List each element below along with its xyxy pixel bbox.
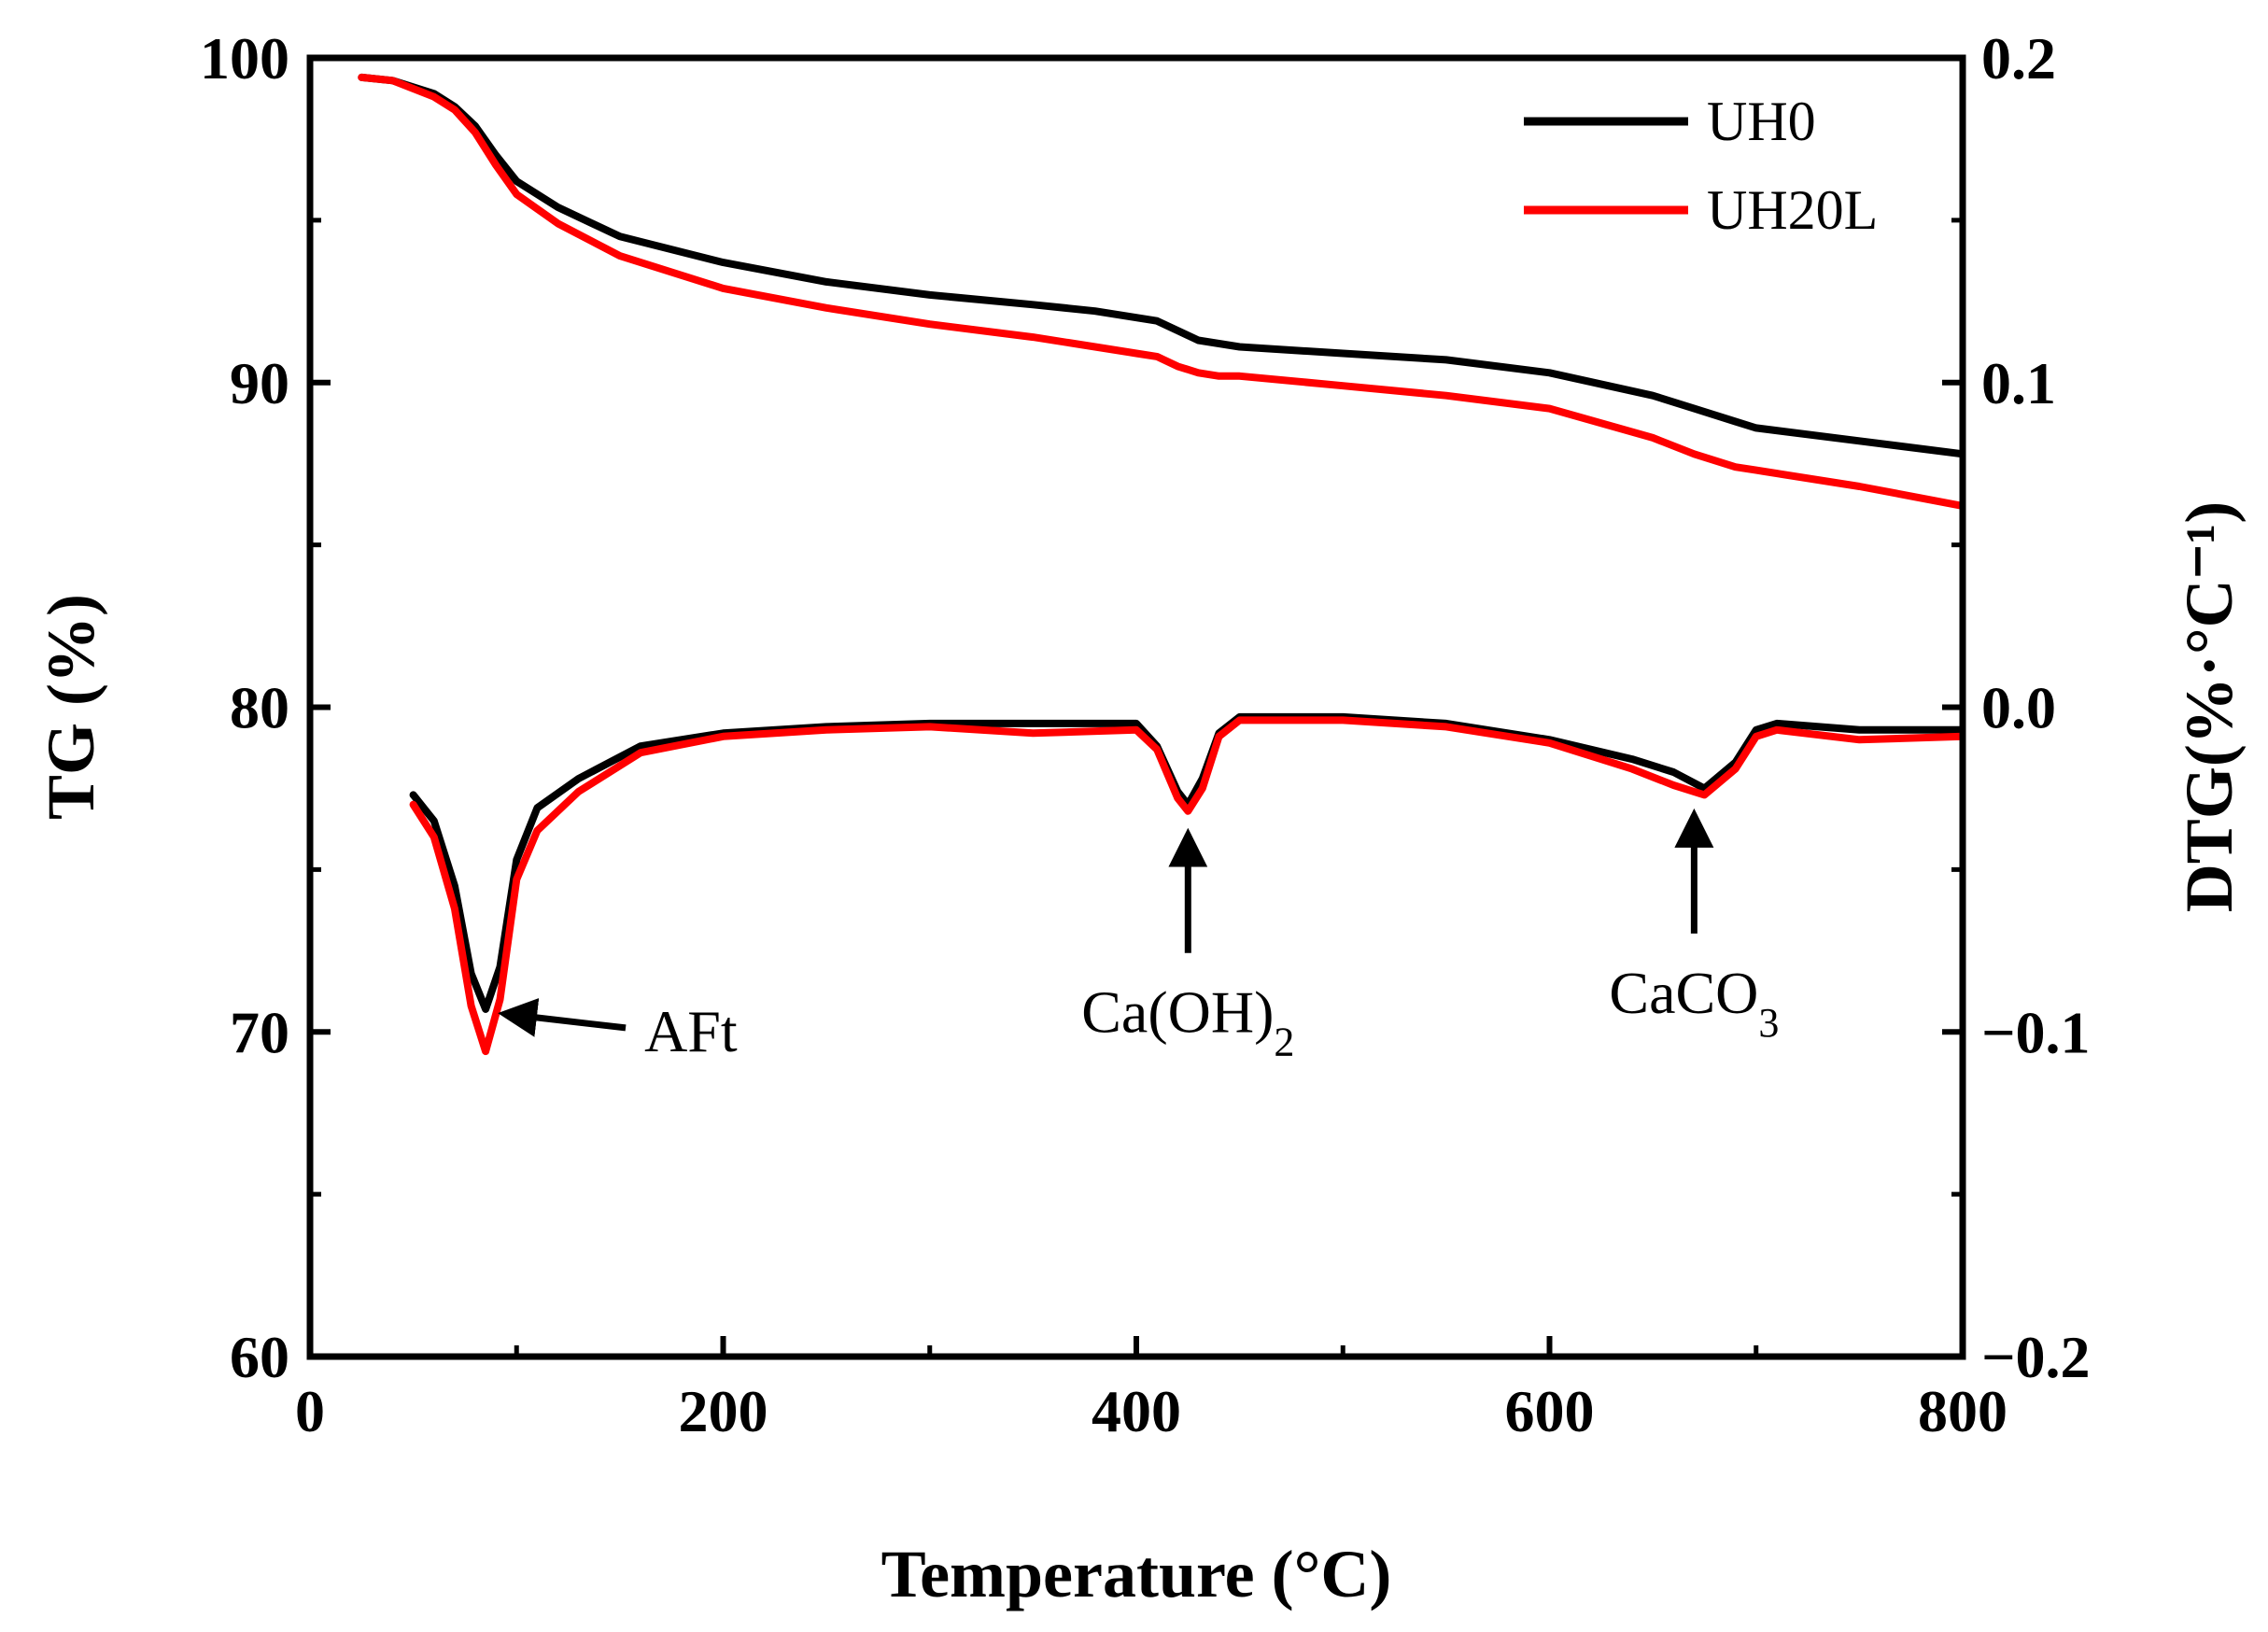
y-right-tick-label: −0.1 bbox=[1981, 999, 2090, 1065]
y-axis-left-title: TG (%) bbox=[34, 594, 108, 820]
y-right-tick-label: 0.1 bbox=[1981, 350, 2056, 416]
series-uh20l-dtg-line bbox=[409, 716, 1963, 1056]
y-right-tick-label: 0.0 bbox=[1981, 675, 2056, 741]
series-uh20l-tg-line bbox=[358, 73, 1963, 510]
x-axis-title: Temperature (°C) bbox=[881, 1537, 1392, 1611]
annotation-label-caoh: Ca(OH)2 bbox=[1081, 979, 1294, 1065]
y-right-tick-label: −0.2 bbox=[1981, 1324, 2090, 1390]
legend-label-uh0: UH0 bbox=[1707, 91, 1816, 152]
series-uh0-tg-line bbox=[358, 73, 1963, 458]
annotation-arrow bbox=[498, 998, 627, 1037]
x-tick-label: 0 bbox=[295, 1378, 325, 1444]
y-left-tick-label: 70 bbox=[230, 999, 289, 1065]
x-tick-label: 200 bbox=[679, 1378, 768, 1444]
x-tick-label: 800 bbox=[1918, 1378, 2007, 1444]
x-tick-label: 600 bbox=[1505, 1378, 1595, 1444]
y-left-tick-label: 60 bbox=[230, 1324, 289, 1390]
legend-label-uh20l: UH20L bbox=[1707, 179, 1878, 241]
y-left-tick-label: 100 bbox=[200, 25, 289, 91]
x-tick-label: 400 bbox=[1092, 1378, 1181, 1444]
plot-frame bbox=[306, 54, 1966, 1360]
annotation-label-caco: CaCO3 bbox=[1609, 960, 1779, 1046]
y-left-tick-label: 80 bbox=[230, 675, 289, 741]
annotation-label-aft: AFt bbox=[644, 998, 738, 1064]
y-axis-right-title: DTG(%·°C⁻¹) bbox=[2172, 501, 2247, 912]
y-right-tick-label: 0.2 bbox=[1981, 25, 2056, 91]
y-left-tick-label: 90 bbox=[230, 350, 289, 416]
